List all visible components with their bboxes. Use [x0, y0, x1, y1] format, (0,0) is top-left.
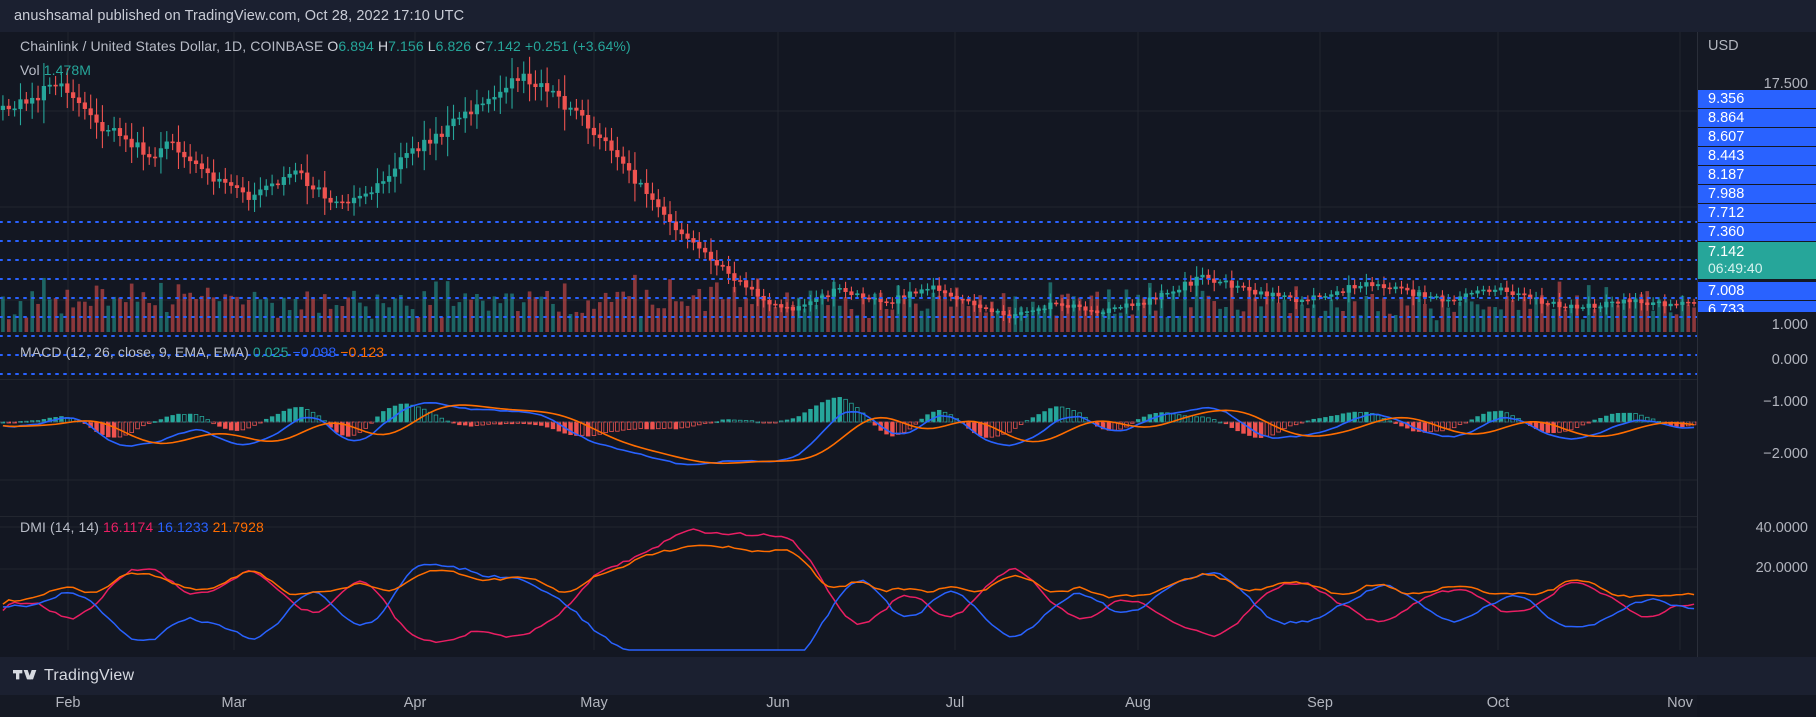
time-tick-mar: Mar: [221, 695, 247, 711]
bar-countdown: 06:49:40: [1708, 260, 1763, 276]
volume-label: Vol: [20, 62, 40, 78]
price-label-8607[interactable]: 8.607: [1698, 128, 1816, 146]
dmi-di-minus-value: 16.1174: [103, 519, 154, 535]
price-label-9356[interactable]: 9.356: [1698, 90, 1816, 108]
price-label-8864[interactable]: 8.864: [1698, 109, 1816, 127]
symbol-legend[interactable]: Chainlink / United States Dollar, 1D, CO…: [20, 38, 631, 54]
time-tick-aug: Aug: [1125, 695, 1151, 711]
macd-axis-label-m1000: −1.000: [1763, 394, 1808, 410]
time-tick-jul: Jul: [945, 695, 965, 711]
change-absolute: +0.251: [524, 38, 569, 54]
macd-label[interactable]: MACD (12, 26, close, 9, EMA, EMA): [20, 344, 249, 360]
time-tick-feb: Feb: [55, 695, 81, 711]
macd-axis-label-1000: 1.000: [1771, 317, 1808, 333]
macd-axis-label-0000: 0.000: [1771, 352, 1808, 368]
current-price-value: 7.142: [1708, 244, 1745, 260]
time-tick-sep: Sep: [1307, 695, 1333, 711]
dmi-axis-label-20: 20.0000: [1755, 560, 1808, 576]
macd-histogram-value: 0.025: [252, 344, 289, 360]
dmi-axis-label-40: 40.0000: [1755, 520, 1808, 536]
time-tick-nov: Nov: [1667, 695, 1693, 711]
price-label-7988[interactable]: 7.988: [1698, 185, 1816, 203]
chart-area[interactable]: Chainlink / United States Dollar, 1D, CO…: [0, 32, 1816, 717]
currency-label: USD: [1708, 38, 1739, 54]
macd-line-value: −0.098: [292, 344, 337, 360]
footer-brand: TradingView: [44, 667, 135, 684]
chart-plot[interactable]: [0, 32, 1697, 657]
symbol-title[interactable]: Chainlink / United States Dollar, 1D, CO…: [20, 38, 324, 54]
price-label-6733[interactable]: 6.733: [1698, 301, 1816, 312]
ohlc-open-label: O: [327, 38, 339, 54]
price-label-7712[interactable]: 7.712: [1698, 204, 1816, 222]
time-tick-oct: Oct: [1486, 695, 1510, 711]
price-label-7360[interactable]: 7.360: [1698, 223, 1816, 241]
publish-text: anushsamal published on TradingView.com,…: [14, 8, 465, 24]
dmi-label[interactable]: DMI (14, 14): [20, 519, 99, 535]
dmi-adx-value: 21.7928: [212, 519, 264, 535]
pane-separator-dmi: [0, 516, 1697, 517]
ohlc-low-value: 6.826: [435, 38, 472, 54]
time-tick-jun: Jun: [766, 695, 790, 711]
price-gridline-label-17500: 17.500: [1763, 76, 1808, 92]
footer-bar: TradingView: [0, 657, 1816, 695]
time-tick-apr: Apr: [403, 695, 427, 711]
tradingview-logo-icon: [13, 668, 37, 684]
price-label-7008[interactable]: 7.008: [1698, 282, 1816, 300]
chart-canvas: [0, 32, 1697, 651]
change-percent: (+3.64%): [572, 38, 631, 54]
pane-separator-macd: [0, 379, 1697, 380]
time-tick-may: May: [580, 695, 608, 711]
dmi-di-plus-value: 16.1233: [157, 519, 209, 535]
publish-bar: anushsamal published on TradingView.com,…: [0, 0, 1816, 32]
ohlc-close-label: C: [475, 38, 486, 54]
price-label-8187[interactable]: 8.187: [1698, 166, 1816, 184]
macd-signal-value: −0.123: [340, 344, 385, 360]
macd-axis-label-m2000: −2.000: [1763, 446, 1808, 462]
ohlc-high-label: H: [377, 38, 389, 54]
ohlc-low-label: L: [427, 38, 436, 54]
dmi-legend[interactable]: DMI (14, 14) 16.1174 16.1233 21.7928: [20, 519, 264, 535]
ohlc-open-value: 6.894: [338, 38, 374, 54]
ohlc-close-value: 7.142: [485, 38, 521, 54]
price-label-8443[interactable]: 8.443: [1698, 147, 1816, 165]
volume-legend[interactable]: Vol 1.478M: [20, 62, 91, 78]
ohlc-high-value: 7.156: [388, 38, 424, 54]
volume-value: 1.478M: [43, 62, 92, 78]
macd-legend[interactable]: MACD (12, 26, close, 9, EMA, EMA) 0.025 …: [20, 344, 384, 360]
current-price-badge[interactable]: 7.142 06:49:40: [1698, 242, 1816, 279]
price-axis[interactable]: USD 17.500 9.356 8.864 8.607 8.443 8.187…: [1697, 32, 1816, 657]
